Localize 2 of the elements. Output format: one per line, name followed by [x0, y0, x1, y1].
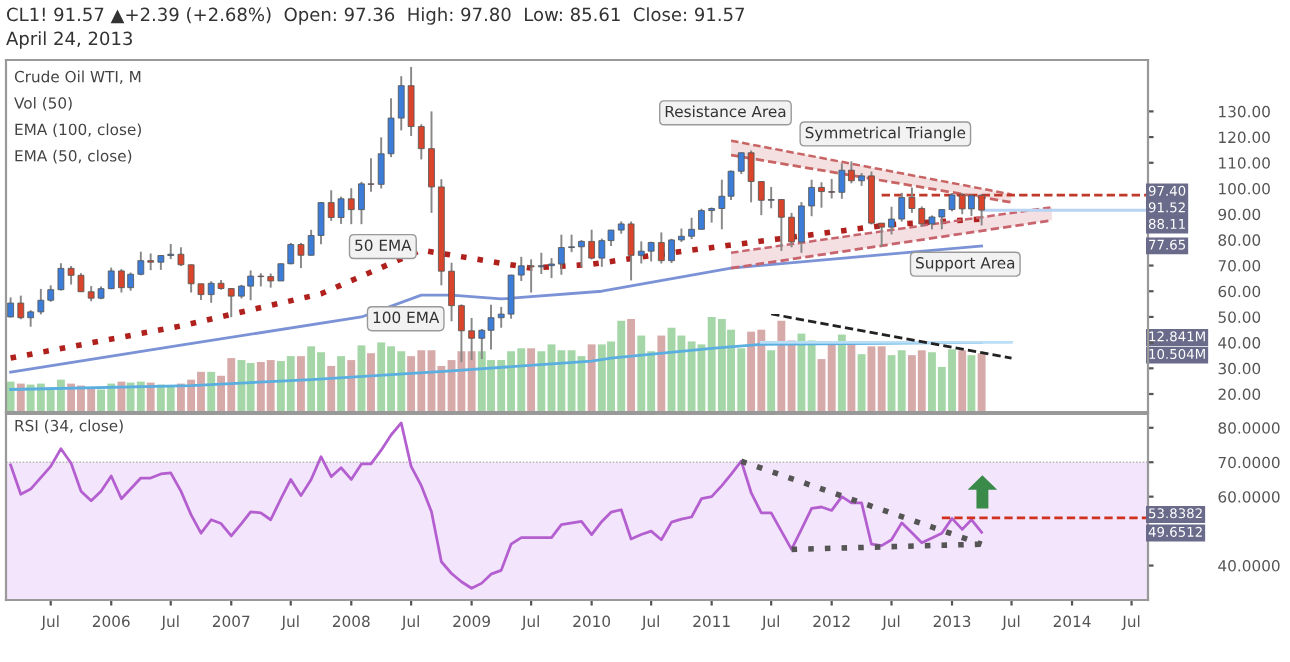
chart-subtitle: April 24, 2013: [6, 31, 132, 49]
chart-title: CL1! 91.57 ▲+2.39 (+2.68%) Open: 97.36 High: 97.80 Low: 85.61 Close: 91.57: [7, 7, 744, 25]
